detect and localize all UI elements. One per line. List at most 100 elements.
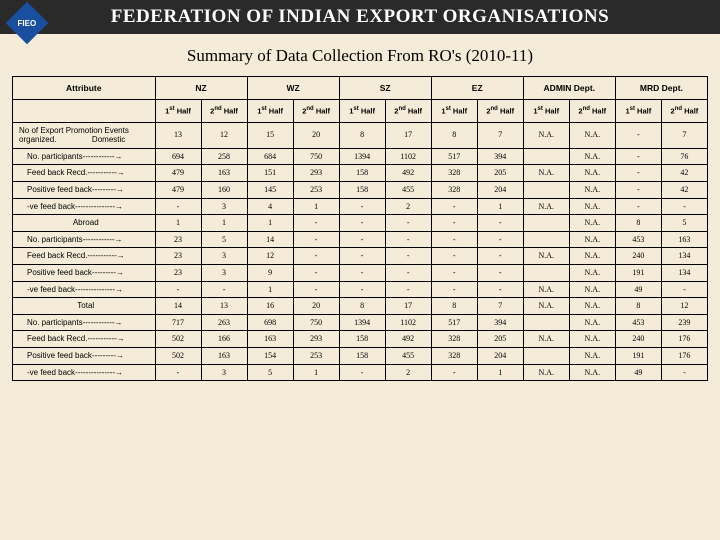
cell: N.A. [523,198,569,215]
cell: 253 [293,348,339,365]
cell: - [155,198,201,215]
cell: - [661,198,707,215]
cell: N.A. [569,122,615,148]
col-half: 2nd Half [477,100,523,123]
cell: 455 [385,182,431,199]
cell [523,348,569,365]
cell: 15 [247,122,293,148]
cell: 293 [293,331,339,348]
cell: N.A. [569,165,615,182]
cell: 163 [201,348,247,365]
cell: 5 [661,215,707,232]
row-label: -ve feed back---------------→ [13,281,156,298]
cell: 1 [477,198,523,215]
cell: - [339,231,385,248]
cell: 750 [293,148,339,165]
cell: - [477,231,523,248]
cell: 1 [247,215,293,232]
row-label: Positive feed back---------→ [13,182,156,199]
cell: N.A. [523,281,569,298]
cell: 20 [293,122,339,148]
cell: N.A. [569,265,615,282]
cell: 1 [201,215,247,232]
cell: 23 [155,248,201,265]
data-table: Attribute NZ WZ SZ EZ ADMIN Dept. MRD De… [12,76,708,381]
cell: 17 [385,122,431,148]
cell: 1 [293,364,339,381]
cell: 42 [661,182,707,199]
row-label: No. participants------------→ [13,231,156,248]
cell: N.A. [523,248,569,265]
cell: - [431,281,477,298]
table-row: Feed back Recd.-----------→5021661632931… [13,331,708,348]
cell: - [339,364,385,381]
cell: N.A. [569,182,615,199]
cell: 3 [201,364,247,381]
col-group: WZ [247,77,339,100]
cell: - [339,215,385,232]
cell: 684 [247,148,293,165]
cell: 17 [385,298,431,315]
table-row: -ve feed back---------------→--1-----N.A… [13,281,708,298]
cell: N.A. [523,331,569,348]
cell: - [477,215,523,232]
cell: 76 [661,148,707,165]
table-row: Total1413162081787N.A.N.A.812 [13,298,708,315]
cell: 1394 [339,148,385,165]
table-row: Positive feed back---------→502163154253… [13,348,708,365]
cell: 49 [615,281,661,298]
cell: 205 [477,331,523,348]
cell: - [431,215,477,232]
cell: 8 [615,298,661,315]
cell [523,215,569,232]
table-body: No of Export Promotion Events organized.… [13,122,708,381]
header-bar: FIEO FEDERATION OF INDIAN EXPORT ORGANIS… [0,0,720,34]
cell: 1 [247,281,293,298]
table-container: Attribute NZ WZ SZ EZ ADMIN Dept. MRD De… [0,76,720,381]
cell: 517 [431,148,477,165]
cell: 14 [247,231,293,248]
cell: 163 [201,165,247,182]
cell [523,231,569,248]
cell: 1 [477,364,523,381]
cell: N.A. [569,348,615,365]
cell: N.A. [569,248,615,265]
cell: 205 [477,165,523,182]
table-row: Positive feed back---------→2339-----N.A… [13,265,708,282]
col-group: MRD Dept. [615,77,707,100]
cell: 694 [155,148,201,165]
cell: 5 [247,364,293,381]
cell: - [431,364,477,381]
cell: - [293,215,339,232]
col-half: 1st Half [155,100,201,123]
page-subtitle: Summary of Data Collection From RO's (20… [0,46,720,66]
cell: 517 [431,314,477,331]
cell [523,314,569,331]
cell: 12 [201,122,247,148]
cell: - [293,265,339,282]
table-row: No. participants------------→69425868475… [13,148,708,165]
cell: 160 [201,182,247,199]
cell: - [339,281,385,298]
cell: 151 [247,165,293,182]
cell: 1 [293,198,339,215]
cell: 3 [201,198,247,215]
col-half: 1st Half [339,100,385,123]
cell: - [385,265,431,282]
cell: 2 [385,364,431,381]
cell: 158 [339,331,385,348]
row-label: Abroad [13,215,156,232]
cell: 204 [477,348,523,365]
cell: 12 [247,248,293,265]
cell: 1 [155,215,201,232]
col-half: 2nd Half [661,100,707,123]
row-label: No. participants------------→ [13,314,156,331]
cell: 134 [661,248,707,265]
cell: 1102 [385,148,431,165]
cell: 479 [155,182,201,199]
cell: 9 [247,265,293,282]
col-half: 2nd Half [201,100,247,123]
cell: N.A. [569,215,615,232]
col-half: 2nd Half [569,100,615,123]
row-label: No. participants------------→ [13,148,156,165]
